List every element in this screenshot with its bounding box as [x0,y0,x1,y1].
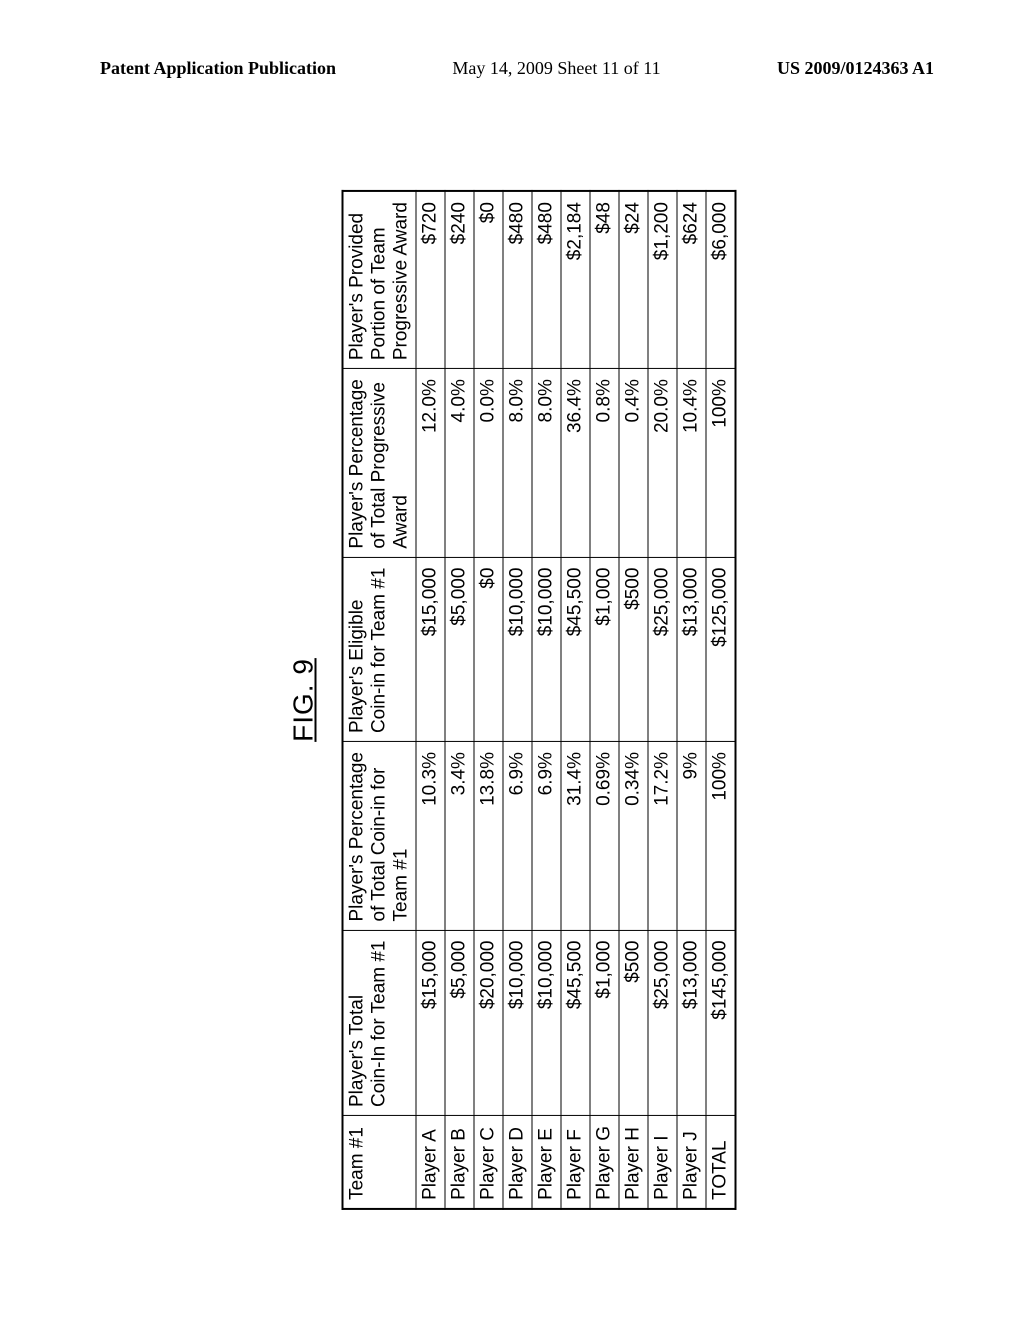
table-cell: $480 [532,191,561,369]
table-cell: $10,000 [532,930,561,1116]
table-cell: 4.0% [445,369,474,557]
table-cell: 36.4% [561,369,590,557]
table-cell: 12.0% [416,369,445,557]
table-cell: 10.4% [677,369,706,557]
table-cell: Player B [445,1116,474,1209]
table-cell: Player H [619,1116,648,1209]
header-mid: May 14, 2009 Sheet 11 of 11 [452,58,660,79]
table-cell: Player D [503,1116,532,1209]
table-cell: Player A [416,1116,445,1209]
col-header-2: Player's Percentageof Total Coin-in forT… [343,742,417,930]
table-cell: $15,000 [416,930,445,1116]
col-header-5: Player's ProvidedPortion of TeamProgress… [343,191,417,369]
table-cell: $0 [474,557,503,741]
table-cell: 20.0% [648,369,677,557]
table-cell: $125,000 [706,557,736,741]
table-cell: Player C [474,1116,503,1209]
table-cell: $145,000 [706,930,736,1116]
table-cell: 0.69% [590,742,619,930]
table-cell: $20,000 [474,930,503,1116]
table-cell: $10,000 [532,557,561,741]
table-row: Player E$10,0006.9%$10,0008.0%$480 [532,191,561,1209]
table-cell: $480 [503,191,532,369]
table-row: TOTAL$145,000100%$125,000100%$6,000 [706,191,736,1209]
table-cell: $240 [445,191,474,369]
table-cell: $10,000 [503,930,532,1116]
table-cell: $500 [619,557,648,741]
header-left: Patent Application Publication [100,58,336,79]
table-cell: $720 [416,191,445,369]
table-cell: $45,500 [561,557,590,741]
col-header-1: Player's TotalCoin-In for Team #1 [343,930,417,1116]
col-header-0: Team #1 [343,1116,417,1209]
table-cell: 13.8% [474,742,503,930]
table-cell: 100% [706,742,736,930]
table-cell: $5,000 [445,557,474,741]
table-cell: 31.4% [561,742,590,930]
table-cell: 9% [677,742,706,930]
table-cell: $5,000 [445,930,474,1116]
table-cell: $1,000 [590,930,619,1116]
table-cell: $25,000 [648,930,677,1116]
table-cell: 17.2% [648,742,677,930]
table-cell: TOTAL [706,1116,736,1209]
table-row: Player C$20,00013.8%$00.0%$0 [474,191,503,1209]
table-cell: Player I [648,1116,677,1209]
table-cell: 100% [706,369,736,557]
table-cell: 8.0% [503,369,532,557]
table-cell: $15,000 [416,557,445,741]
table-cell: Player J [677,1116,706,1209]
table-cell: 8.0% [532,369,561,557]
table-row: Player G$1,0000.69%$1,0000.8%$48 [590,191,619,1209]
table-cell: $624 [677,191,706,369]
table-cell: 3.4% [445,742,474,930]
table-cell: $13,000 [677,930,706,1116]
table-row: Player B$5,0003.4%$5,0004.0%$240 [445,191,474,1209]
figure-9: FIG. 9 Team #1 Player's TotalCoin-In for… [288,190,737,1210]
table-cell: $24 [619,191,648,369]
table-row: Player D$10,0006.9%$10,0008.0%$480 [503,191,532,1209]
page-header: Patent Application Publication May 14, 2… [0,58,1024,79]
table-cell: $1,000 [590,557,619,741]
table-cell: $500 [619,930,648,1116]
table-header-row: Team #1 Player's TotalCoin-In for Team #… [343,191,417,1209]
table-row: Player F$45,50031.4%$45,50036.4%$2,184 [561,191,590,1209]
table-cell: 6.9% [503,742,532,930]
table-cell: Player F [561,1116,590,1209]
header-right: US 2009/0124363 A1 [777,58,934,79]
table-row: Player A$15,00010.3%$15,00012.0%$720 [416,191,445,1209]
col-header-4: Player's Percentageof Total ProgressiveA… [343,369,417,557]
table-cell: 0.34% [619,742,648,930]
table-cell: $1,200 [648,191,677,369]
table-cell: Player E [532,1116,561,1209]
table-cell: $6,000 [706,191,736,369]
table-cell: 6.9% [532,742,561,930]
table-cell: 0.8% [590,369,619,557]
table-row: Player H$5000.34%$5000.4%$24 [619,191,648,1209]
table-cell: 10.3% [416,742,445,930]
col-header-3: Player's EligibleCoin-in for Team #1 [343,557,417,741]
table-cell: 0.0% [474,369,503,557]
table-cell: $25,000 [648,557,677,741]
figure-label: FIG. 9 [288,190,320,1210]
table-cell: $13,000 [677,557,706,741]
player-table: Team #1 Player's TotalCoin-In for Team #… [342,190,737,1210]
table-row: Player I$25,00017.2%$25,00020.0%$1,200 [648,191,677,1209]
table-cell: $45,500 [561,930,590,1116]
table-row: Player J$13,0009%$13,00010.4%$624 [677,191,706,1209]
table-cell: $2,184 [561,191,590,369]
table-cell: $10,000 [503,557,532,741]
table-cell: Player G [590,1116,619,1209]
table-cell: $0 [474,191,503,369]
table-cell: 0.4% [619,369,648,557]
table-cell: $48 [590,191,619,369]
